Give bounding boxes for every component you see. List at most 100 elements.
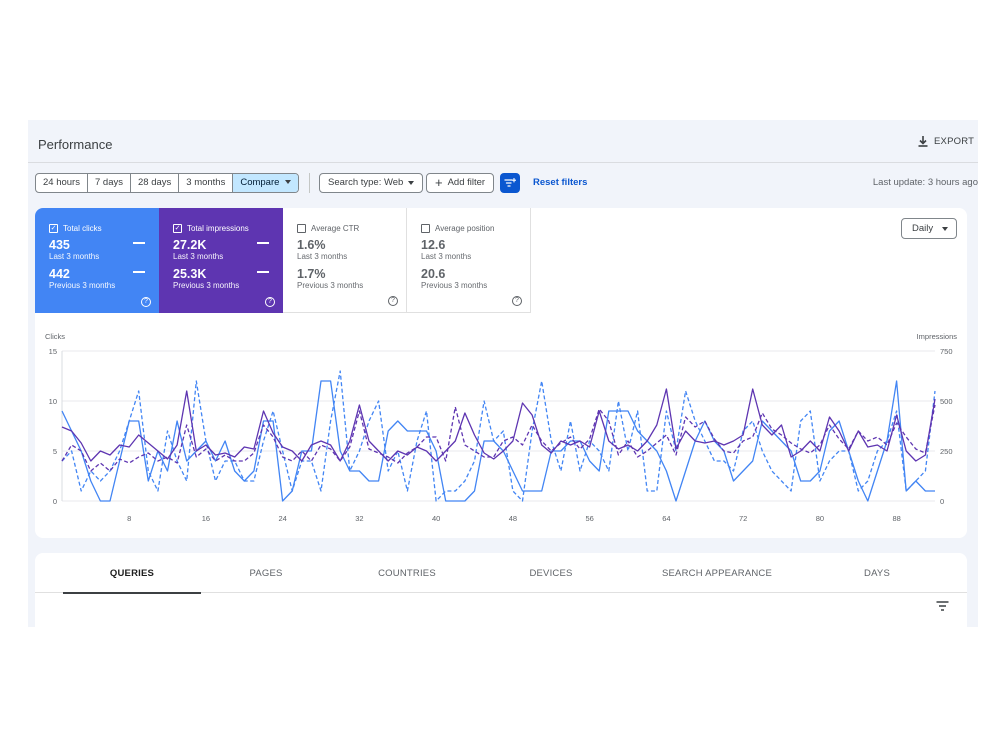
tab-devices[interactable]: DEVICES <box>529 567 573 579</box>
metric-previous-value: 442 <box>49 267 70 281</box>
metric-average-ctr[interactable]: Average CTR 1.6% Last 3 months 1.7% Prev… <box>283 208 407 313</box>
metric-previous-period: Previous 3 months <box>49 281 116 290</box>
left-axis-tick-label: 15 <box>49 347 57 356</box>
help-icon[interactable]: ? <box>141 297 151 307</box>
granularity-label: Daily <box>912 223 934 234</box>
x-axis-tick-label: 32 <box>355 514 363 523</box>
tab-days[interactable]: DAYS <box>864 567 890 579</box>
impressions-previous-series-line <box>61 404 936 472</box>
x-axis-tick-label: 48 <box>509 514 517 523</box>
metric-label: Total impressions <box>187 223 249 233</box>
x-axis-tick-label: 24 <box>278 514 286 523</box>
checkbox-checked-icon[interactable]: ✓ <box>173 223 182 233</box>
export-button[interactable]: EXPORT <box>918 136 974 147</box>
dashed-line-legend-icon <box>133 271 145 273</box>
caret-down-icon <box>408 181 415 185</box>
metric-total-clicks[interactable]: ✓ Total clicks 435 Last 3 months 442 Pre… <box>35 208 159 313</box>
download-icon <box>918 136 928 147</box>
range-compare[interactable]: Compare <box>232 174 299 192</box>
left-axis-tick-label: 0 <box>53 497 57 506</box>
granularity-select[interactable]: Daily <box>901 218 957 239</box>
filter-settings-button[interactable] <box>500 173 520 193</box>
range-compare-label: Compare <box>240 177 280 188</box>
range-28-days[interactable]: 28 days <box>129 174 178 192</box>
metric-average-position[interactable]: Average position 12.6 Last 3 months 20.6… <box>407 208 531 313</box>
tab-pages[interactable]: PAGES <box>249 567 283 579</box>
right-axis-tick-label: 250 <box>940 447 953 456</box>
metric-value: 1.6% <box>297 238 326 252</box>
range-24-hours[interactable]: 24 hours <box>43 177 80 188</box>
x-axis-tick-label: 56 <box>585 514 593 523</box>
x-axis-tick-label: 16 <box>202 514 210 523</box>
right-axis-tick-label: 750 <box>940 347 953 356</box>
dashed-line-legend-icon <box>257 271 269 273</box>
help-icon[interactable]: ? <box>265 297 275 307</box>
help-icon[interactable]: ? <box>512 296 522 306</box>
clicks-current-series-line <box>61 380 935 502</box>
metric-period: Last 3 months <box>49 252 100 261</box>
tab-countries[interactable]: COUNTRIES <box>378 567 436 579</box>
checkbox-unchecked-icon[interactable] <box>297 223 306 233</box>
metric-previous-period: Previous 3 months <box>173 281 240 290</box>
help-icon[interactable]: ? <box>388 296 398 306</box>
x-axis-tick-label: 72 <box>739 514 747 523</box>
details-tabs-card: QUERIES PAGES COUNTRIES DEVICES SEARCH A… <box>35 553 967 627</box>
header-divider <box>28 162 978 163</box>
metric-label: Total clicks <box>63 223 102 233</box>
caret-down-icon <box>285 180 292 185</box>
metric-header: Average position <box>421 222 516 234</box>
metric-previous-value: 1.7% <box>297 267 326 281</box>
metric-header: ✓ Total impressions <box>173 222 269 234</box>
filter-list-icon <box>504 178 516 187</box>
metric-previous-value: 20.6 <box>421 267 446 281</box>
add-filter-label: Add filter <box>447 177 486 188</box>
left-axis-ticks: 0 5 10 15 <box>49 347 57 506</box>
performance-panel: Performance EXPORT 24 hours 7 days 28 da… <box>28 120 978 627</box>
metric-value: 27.2K <box>173 238 207 252</box>
solid-line-legend-icon <box>133 242 145 244</box>
metric-period: Last 3 months <box>421 252 472 261</box>
right-axis-tick-label: 0 <box>940 497 944 506</box>
metric-label: Average CTR <box>311 223 360 233</box>
metric-value: 12.6 <box>421 238 446 252</box>
metric-period: Last 3 months <box>297 252 348 261</box>
left-axis-tick-label: 5 <box>53 447 57 456</box>
metric-header: ✓ Total clicks <box>49 222 145 234</box>
date-range-selector: 24 hours 7 days 28 days 3 months Compare <box>35 173 300 193</box>
add-filter-button[interactable]: + Add filter <box>426 173 495 193</box>
metric-previous-period: Previous 3 months <box>421 281 488 290</box>
performance-chart-card: ✓ Total clicks 435 Last 3 months 442 Pre… <box>35 208 967 538</box>
tab-queries[interactable]: QUERIES <box>63 553 201 594</box>
x-axis-ticks: 8 16 24 32 40 48 56 64 72 80 88 <box>127 514 901 523</box>
metric-label: Average position <box>435 223 495 233</box>
performance-line-chart: Clicks Impressions 0 5 10 15 0 250 500 750 8 16… <box>45 332 958 523</box>
x-axis-tick-label: 80 <box>816 514 824 523</box>
dimension-tabs: QUERIES PAGES COUNTRIES DEVICES SEARCH A… <box>35 553 967 594</box>
solid-line-legend-icon <box>257 242 269 244</box>
range-3-months[interactable]: 3 months <box>178 174 232 192</box>
left-axis-tick-label: 10 <box>49 397 57 406</box>
tab-search-appearance[interactable]: SEARCH APPEARANCE <box>661 567 773 579</box>
x-axis-tick-label: 8 <box>127 514 131 523</box>
chart-series <box>61 370 936 502</box>
right-axis-ticks: 0 250 500 750 <box>940 347 953 506</box>
search-type-filter[interactable]: Search type: Web <box>319 173 424 193</box>
x-axis-tick-label: 40 <box>432 514 440 523</box>
last-update-text: Last update: 3 hours ago <box>872 177 978 188</box>
metric-previous-period: Previous 3 months <box>297 281 364 290</box>
checkbox-checked-icon[interactable]: ✓ <box>49 223 58 233</box>
checkbox-unchecked-icon[interactable] <box>421 223 430 233</box>
range-7-days[interactable]: 7 days <box>86 174 130 192</box>
metric-period: Last 3 months <box>173 252 224 261</box>
reset-filters-link[interactable]: Reset filters <box>533 177 588 188</box>
right-axis-tick-label: 500 <box>940 397 953 406</box>
metric-total-impressions[interactable]: ✓ Total impressions 27.2K Last 3 months … <box>159 208 283 313</box>
filter-rows-icon[interactable] <box>936 601 949 611</box>
right-axis-title: Impressions <box>917 332 958 341</box>
export-label: EXPORT <box>934 136 975 147</box>
filter-divider <box>309 173 310 193</box>
clicks-previous-series-line <box>61 370 936 502</box>
metric-header: Average CTR <box>297 222 392 234</box>
page-title: Performance <box>38 137 113 152</box>
search-type-label: Search type: Web <box>328 177 404 188</box>
